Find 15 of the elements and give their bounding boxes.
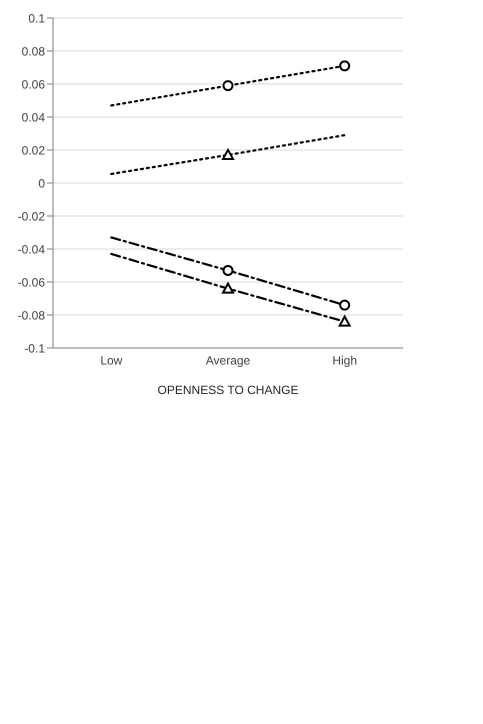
y-tick-label: 0.08 [22, 44, 46, 58]
y-tick-label: -0.02 [18, 209, 46, 224]
x-tick-label: Low [100, 354, 123, 368]
y-tick-label: 0.02 [22, 143, 46, 158]
x-tick-label: Average [206, 354, 251, 368]
y-tick-label: -0.1 [24, 341, 46, 356]
x-axis-title: OPENNESS TO CHANGE [158, 383, 298, 397]
x-tick-label: High [332, 354, 358, 368]
y-tick-label: -0.08 [18, 308, 46, 322]
y-tick-label: 0.06 [22, 77, 46, 92]
y-tick-label: -0.04 [18, 242, 46, 256]
y-tick-label: -0.06 [18, 275, 46, 290]
y-tick-label: 0.04 [22, 110, 46, 124]
y-tick-label: 0.1 [28, 11, 46, 26]
y-tick-label: 0 [38, 176, 46, 190]
